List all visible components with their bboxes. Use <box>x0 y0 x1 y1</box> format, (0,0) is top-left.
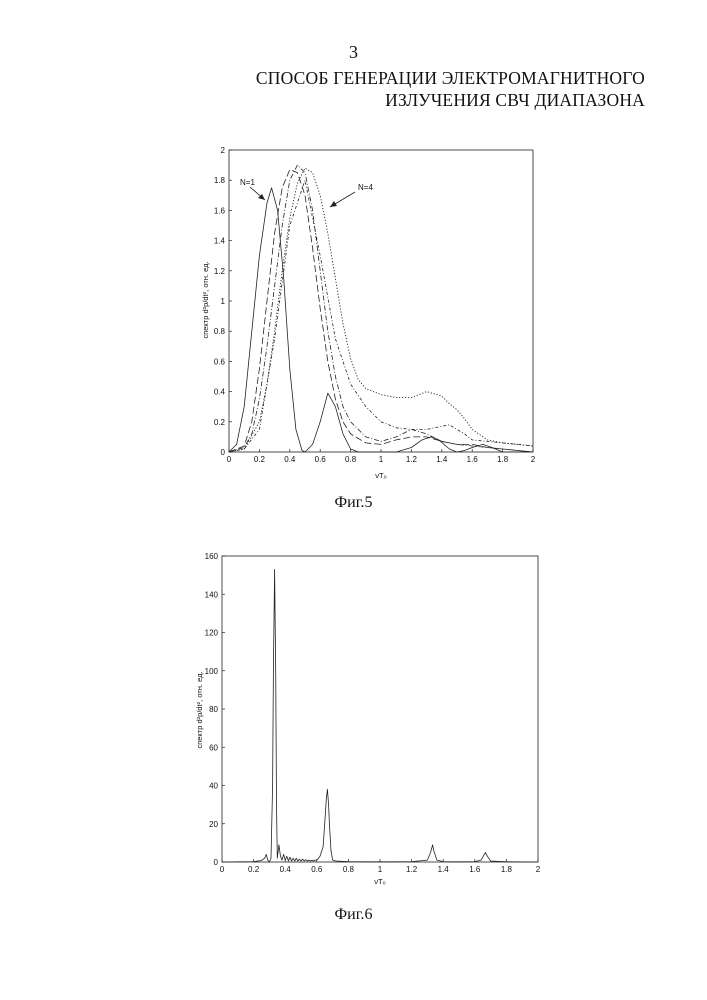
series-line-1 <box>229 188 533 452</box>
x-tick-label: 0.6 <box>311 865 323 874</box>
x-tick-label: 0.2 <box>254 455 266 464</box>
plot-frame <box>222 556 538 862</box>
series-line-2 <box>229 170 533 452</box>
x-axis-ticks: 0 0.2 0.4 0.6 0.8 1 1.2 1.4 1.6 1.8 2 <box>220 859 541 874</box>
series-line-5 <box>229 180 533 452</box>
series-group <box>229 165 533 452</box>
x-tick-label: 1.4 <box>438 865 450 874</box>
y-tick-label: 1 <box>221 297 226 306</box>
annotation-n4: N=4 <box>358 183 373 192</box>
y-tick-label: 60 <box>209 743 218 752</box>
x-tick-label: 0.6 <box>315 455 327 464</box>
y-axis-label: спектр d²p/dt², отн. ед. <box>195 671 204 748</box>
series-line-3 <box>229 165 533 452</box>
figure-5-chart: 0 0.2 0.4 0.6 0.8 1 1.2 1.4 1.6 1.8 2 0 0.2 0.4 0.6 0.… <box>0 0 707 500</box>
y-tick-label: 0.4 <box>214 388 226 397</box>
plot-frame <box>229 150 533 452</box>
y-tick-label: 160 <box>205 552 219 561</box>
y-tick-label: 1.6 <box>214 206 226 215</box>
x-tick-label: 1 <box>378 865 383 874</box>
y-tick-label: 20 <box>209 820 218 829</box>
x-tick-label: 1.2 <box>406 865 418 874</box>
x-tick-label: 2 <box>536 865 541 874</box>
series-group <box>222 569 538 862</box>
y-axis-ticks: 0 20 40 60 80 100 120 140 160 <box>205 552 225 867</box>
y-tick-label: 0.6 <box>214 357 226 366</box>
annotation-n1: N=1 <box>240 178 255 187</box>
y-tick-label: 1.2 <box>214 267 226 276</box>
y-tick-label: 40 <box>209 782 218 791</box>
y-tick-label: 0 <box>221 448 226 457</box>
figure-6-caption: Фиг.6 <box>0 906 707 924</box>
y-tick-label: 0.8 <box>214 327 226 336</box>
y-tick-label: 120 <box>205 629 219 638</box>
x-tick-label: 0.2 <box>248 865 260 874</box>
series-line-1 <box>222 569 538 862</box>
y-axis-label: спектр d²p/dt², отн. ед. <box>201 261 210 338</box>
y-tick-label: 0 <box>214 858 219 867</box>
y-tick-label: 1.8 <box>214 176 226 185</box>
x-tick-label: 0.4 <box>280 865 292 874</box>
x-axis-label: νT₀ <box>374 877 385 886</box>
x-tick-label: 0.8 <box>345 455 357 464</box>
y-tick-label: 2 <box>221 146 226 155</box>
x-tick-label: 1.8 <box>497 455 509 464</box>
figure-5-caption: Фиг.5 <box>0 494 707 512</box>
y-tick-label: 0.2 <box>214 418 226 427</box>
y-tick-label: 140 <box>205 590 219 599</box>
x-tick-label: 0.4 <box>284 455 296 464</box>
y-tick-label: 1.4 <box>214 237 226 246</box>
annotation-n4-arrowhead <box>330 201 337 207</box>
x-tick-label: 1.6 <box>469 865 481 874</box>
x-axis-ticks: 0 0.2 0.4 0.6 0.8 1 1.2 1.4 1.6 1.8 2 <box>227 449 536 464</box>
x-axis-label: νT₀ <box>375 471 386 480</box>
x-tick-label: 1.2 <box>406 455 418 464</box>
x-tick-label: 1.8 <box>501 865 513 874</box>
x-tick-label: 1 <box>379 455 384 464</box>
y-tick-label: 80 <box>209 705 218 714</box>
x-tick-label: 0 <box>227 455 232 464</box>
x-tick-label: 0 <box>220 865 225 874</box>
x-tick-label: 0.8 <box>343 865 355 874</box>
x-tick-label: 2 <box>531 455 536 464</box>
y-tick-label: 100 <box>205 667 219 676</box>
x-tick-label: 1.6 <box>467 455 479 464</box>
series-line-4 <box>229 168 533 452</box>
x-tick-label: 1.4 <box>436 455 448 464</box>
